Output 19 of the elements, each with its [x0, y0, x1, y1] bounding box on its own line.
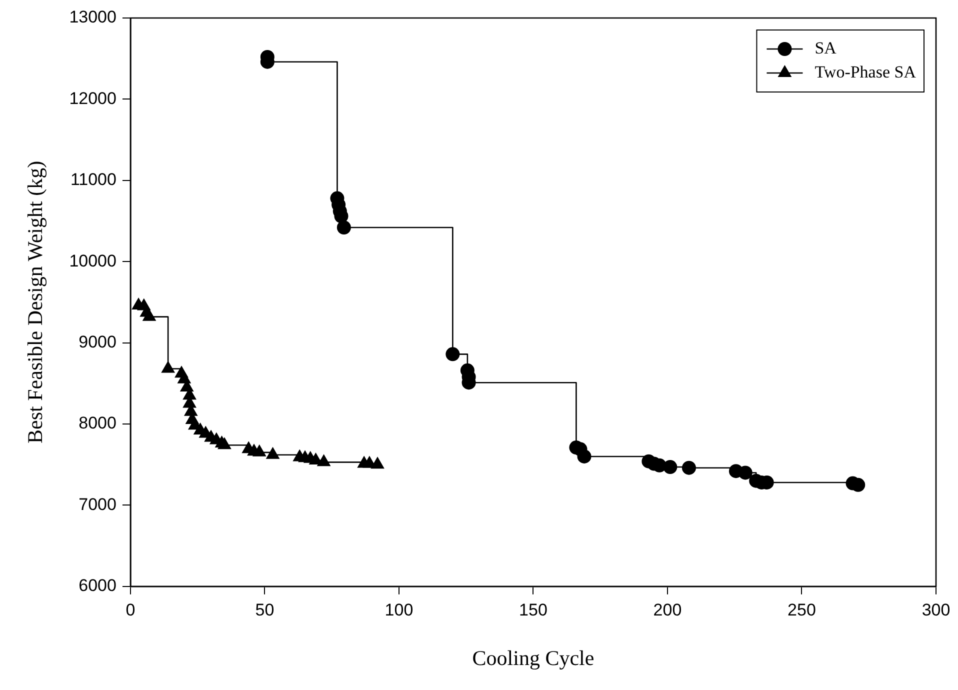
- legend-label: SA: [814, 38, 838, 58]
- x-tick-label: 150: [519, 600, 548, 620]
- y-axis-title: Best Feasible Design Weight (kg): [23, 160, 48, 444]
- x-tick-label: 200: [653, 600, 682, 620]
- y-tick-label: 6000: [78, 576, 116, 596]
- x-axis-title: Cooling Cycle: [472, 646, 594, 670]
- x-tick-label: 50: [255, 600, 274, 620]
- y-tick-label: 10000: [69, 251, 116, 270]
- x-tick-label: 250: [788, 600, 816, 620]
- x-tick-label: 0: [126, 600, 136, 620]
- y-tick-label: 8000: [78, 414, 116, 433]
- y-tick-label: 9000: [78, 332, 116, 352]
- x-tick-label: 300: [922, 600, 950, 620]
- x-tick-label: 100: [384, 600, 414, 620]
- y-tick-label: 12000: [69, 88, 116, 108]
- legend-label: Two-Phase SA: [814, 62, 917, 82]
- y-tick-label: 13000: [69, 8, 116, 27]
- y-tick-label: 7000: [78, 494, 116, 514]
- y-tick-label: 11000: [70, 170, 116, 190]
